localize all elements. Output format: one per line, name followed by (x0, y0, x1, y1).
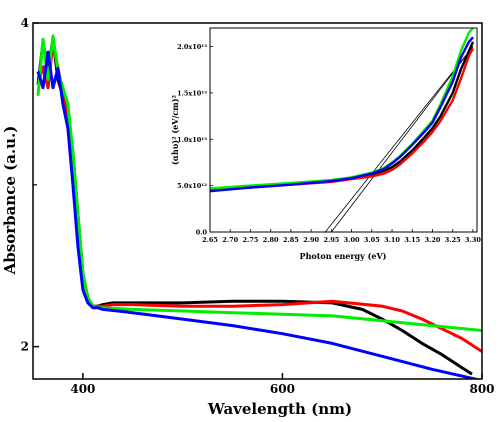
inset-x-axis-title: Photon energy (eV) (300, 251, 387, 261)
inset-tangent-line-0 (324, 46, 474, 232)
inset-x-tick-label-5: 2.90 (303, 236, 319, 244)
inset-y-tick-label-3: 1.5x10¹³ (177, 89, 207, 97)
main-x-axis-title: Wavelength (nm) (207, 400, 352, 418)
inset-y-tick-label-0: 0.0 (196, 229, 208, 237)
inset-y-tick-label-2: 1.0x10¹³ (177, 136, 207, 144)
inset-x-tick-label-11: 3.20 (425, 236, 441, 244)
inset-x-tick-label-2: 2.75 (243, 236, 259, 244)
inset-x-tick-label-7: 3.00 (344, 236, 360, 244)
inset-y-axis-title: (αhυ)² (eV/cm)² (170, 95, 180, 166)
inset-series-line-3 (210, 36, 474, 193)
main-x-tick-label-1: 600 (270, 382, 295, 396)
inset-x-tick-label-6: 2.95 (323, 236, 339, 244)
main-x-tick-label-2: 800 (469, 382, 494, 396)
inset-x-tick-label-3: 2.80 (263, 236, 279, 244)
inset-x-tick-label-0: 2.65 (202, 236, 218, 244)
inset-x-tick-label-13: 3.30 (465, 236, 481, 244)
main-chart: 400 600 800 2 4 Wavelength (nm) Absorbance (… (1, 16, 495, 418)
main-y-tick-label-1: 4 (21, 16, 29, 30)
main-series-line-3 (36, 50, 482, 379)
inset-chart: 2.65 2.70 2.75 2.80 2.85 2.90 2.95 3.00 3.05 3.10… (170, 27, 481, 261)
inset-x-tick-label-8: 3.05 (364, 236, 380, 244)
main-y-tick-label-0: 2 (21, 340, 29, 354)
main-series-group (36, 34, 482, 379)
inset-ticks: 2.65 2.70 2.75 2.80 2.85 2.90 2.95 3.00 3.05 3.10… (177, 43, 481, 244)
inset-x-tick-label-9: 3.10 (384, 236, 400, 244)
inset-y-tick-label-1: 5.0x10¹² (177, 182, 207, 190)
inset-plot-frame (209, 27, 478, 233)
main-x-tick-label-0: 400 (70, 382, 95, 396)
inset-background (210, 28, 477, 232)
main-series-line-2 (36, 34, 482, 332)
main-plot-frame (32, 22, 483, 380)
inset-series-group (210, 28, 475, 232)
inset-x-tick-label-1: 2.70 (222, 236, 238, 244)
inset-x-tick-label-10: 3.15 (404, 236, 420, 244)
inset-x-tick-label-12: 3.25 (445, 236, 461, 244)
inset-y-tick-label-4: 2.0x10¹³ (177, 43, 207, 51)
inset-tangent-line-1 (331, 46, 474, 232)
inset-x-tick-label-4: 2.85 (283, 236, 299, 244)
main-y-axis-title: Absorbance (a.u.) (1, 126, 19, 276)
main-ticks: 400 600 800 2 4 (21, 16, 495, 396)
